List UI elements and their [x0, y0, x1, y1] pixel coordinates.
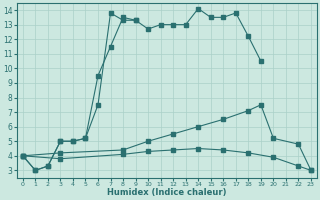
- X-axis label: Humidex (Indice chaleur): Humidex (Indice chaleur): [107, 188, 227, 197]
